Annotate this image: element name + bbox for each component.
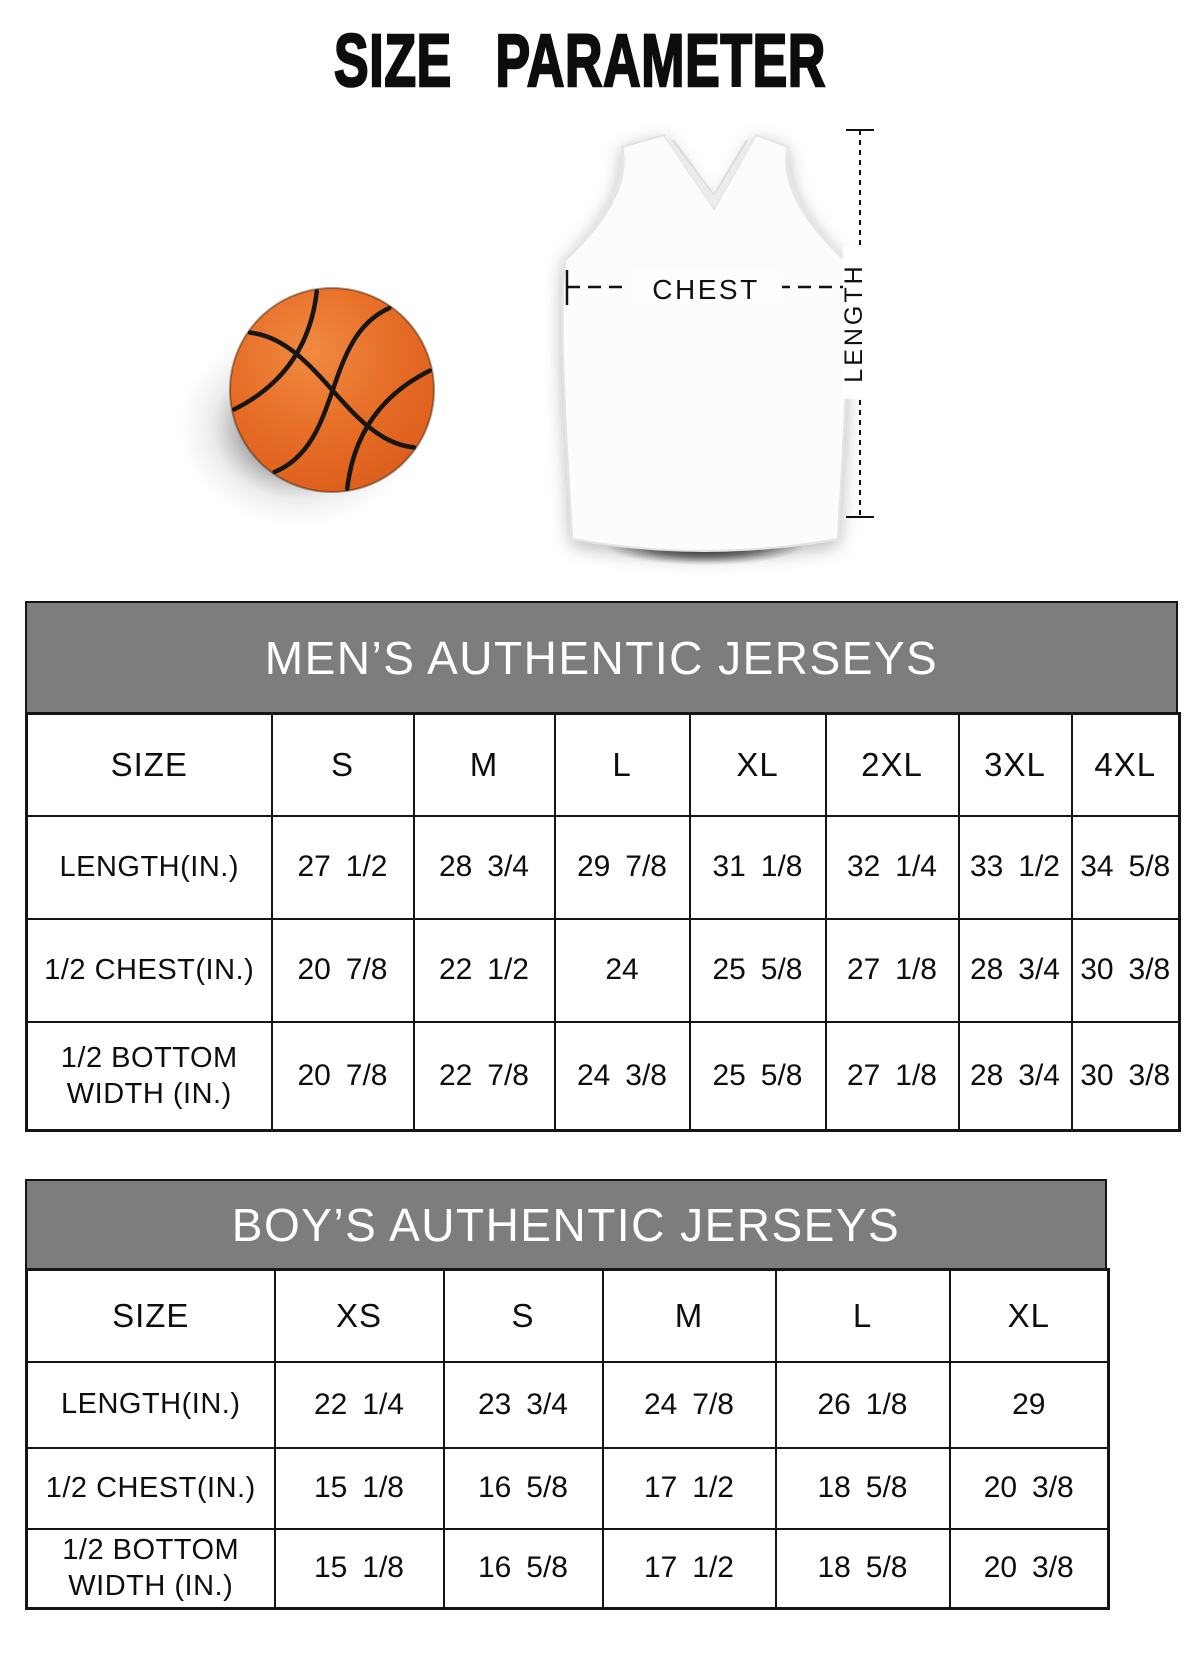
size-value: 18 5/8 xyxy=(774,1527,951,1610)
boys-size-table: SIZE XS S M L XL LENGTH(IN.) 22 1/4 23 3… xyxy=(25,1268,1110,1610)
table-row-length: LENGTH(IN.) 22 1/4 23 3/4 24 7/8 26 1/8 … xyxy=(25,1360,1110,1449)
size-diagram: CHEST LENGTH xyxy=(178,129,877,565)
size-value: 17 1/2 xyxy=(601,1527,777,1610)
size-value: 29 xyxy=(948,1360,1110,1449)
column-header-m: M xyxy=(601,1268,777,1363)
mens-table-section: MEN’S AUTHENTIC JERSEYS SIZE S M L XL 2X… xyxy=(25,601,1181,1132)
row-label: LENGTH(IN.) xyxy=(25,814,273,920)
column-header-s: S xyxy=(270,712,415,817)
length-dimension-line: LENGTH xyxy=(840,129,877,518)
size-value: 30 3/8 xyxy=(1070,1020,1181,1132)
column-header-size: SIZE xyxy=(25,1268,276,1363)
size-value: 24 3/8 xyxy=(553,1020,691,1132)
size-value: 31 1/8 xyxy=(688,814,827,920)
size-value: 27 1/2 xyxy=(270,814,415,920)
size-value: 28 3/4 xyxy=(412,814,556,920)
size-value: 15 1/8 xyxy=(273,1527,445,1610)
column-header-size: SIZE xyxy=(25,712,273,817)
column-header-2xl: 2XL xyxy=(824,712,960,817)
size-value: 34 5/8 xyxy=(1070,814,1181,920)
column-header-s: S xyxy=(442,1268,604,1363)
size-value: 27 1/8 xyxy=(824,917,960,1023)
basketball-icon xyxy=(178,287,435,527)
size-value: 22 7/8 xyxy=(412,1020,556,1132)
jersey-icon xyxy=(561,133,849,565)
row-label: 1/2 CHEST(IN.) xyxy=(25,1446,276,1530)
size-value: 30 3/8 xyxy=(1070,917,1181,1023)
size-value: 20 7/8 xyxy=(270,1020,415,1132)
column-header-l: L xyxy=(553,712,691,817)
size-value: 23 3/4 xyxy=(442,1360,604,1449)
size-value: 25 5/8 xyxy=(688,917,827,1023)
size-value: 22 1/4 xyxy=(273,1360,445,1449)
column-header-m: M xyxy=(412,712,556,817)
table-row-length: LENGTH(IN.) 27 1/2 28 3/4 29 7/8 31 1/8 … xyxy=(25,814,1181,920)
size-value: 32 1/4 xyxy=(824,814,960,920)
column-header-l: L xyxy=(774,1268,951,1363)
mens-header-row: SIZE S M L XL 2XL 3XL 4XL xyxy=(25,712,1181,817)
column-header-xl: XL xyxy=(948,1268,1110,1363)
length-label: LENGTH xyxy=(840,263,868,382)
size-value: 20 7/8 xyxy=(270,917,415,1023)
row-label: 1/2 CHEST(IN.) xyxy=(25,917,273,1023)
size-value: 17 1/2 xyxy=(601,1446,777,1530)
size-value: 24 xyxy=(553,917,691,1023)
mens-table-title: MEN’S AUTHENTIC JERSEYS xyxy=(25,601,1178,712)
size-value: 24 7/8 xyxy=(601,1360,777,1449)
table-row-bottom-width: 1/2 BOTTOM WIDTH (IN.) 15 1/8 16 5/8 17 … xyxy=(25,1527,1110,1610)
table-row-bottom-width: 1/2 BOTTOM WIDTH (IN.) 20 7/8 22 7/8 24 … xyxy=(25,1020,1181,1132)
row-label: 1/2 BOTTOM WIDTH (IN.) xyxy=(25,1020,273,1132)
column-header-xl: XL xyxy=(688,712,827,817)
size-value: 20 3/8 xyxy=(948,1527,1110,1610)
chest-dimension-line: CHEST xyxy=(565,269,847,305)
row-label: 1/2 BOTTOM WIDTH (IN.) xyxy=(25,1527,276,1610)
size-value: 28 3/4 xyxy=(957,1020,1073,1132)
size-value: 15 1/8 xyxy=(273,1446,445,1530)
boys-table-section: BOY’S AUTHENTIC JERSEYS SIZE XS S M L XL… xyxy=(25,1179,1110,1610)
size-value: 25 5/8 xyxy=(688,1020,827,1132)
size-value: 26 1/8 xyxy=(774,1360,951,1449)
table-row-chest: 1/2 CHEST(IN.) 15 1/8 16 5/8 17 1/2 18 5… xyxy=(25,1446,1110,1530)
column-header-xs: XS xyxy=(273,1268,445,1363)
size-value: 16 5/8 xyxy=(442,1527,604,1610)
column-header-4xl: 4XL xyxy=(1070,712,1181,817)
boys-header-row: SIZE XS S M L XL xyxy=(25,1268,1110,1363)
size-value: 27 1/8 xyxy=(824,1020,960,1132)
page-title: SIZE PARAMETER xyxy=(333,19,827,102)
row-label-text: 1/2 BOTTOM WIDTH (IN.) xyxy=(60,1041,238,1110)
size-value: 16 5/8 xyxy=(442,1446,604,1530)
mens-size-table: SIZE S M L XL 2XL 3XL 4XL LENGTH(IN.) 27… xyxy=(25,712,1181,1132)
size-value: 22 1/2 xyxy=(412,917,556,1023)
boys-table-title: BOY’S AUTHENTIC JERSEYS xyxy=(25,1179,1107,1268)
table-row-chest: 1/2 CHEST(IN.) 20 7/8 22 1/2 24 25 5/8 2… xyxy=(25,917,1181,1023)
chest-label: CHEST xyxy=(652,274,759,305)
size-value: 20 3/8 xyxy=(948,1446,1110,1530)
size-value: 18 5/8 xyxy=(774,1446,951,1530)
size-value: 29 7/8 xyxy=(553,814,691,920)
size-value: 28 3/4 xyxy=(957,917,1073,1023)
row-label: LENGTH(IN.) xyxy=(25,1360,276,1449)
column-header-3xl: 3XL xyxy=(957,712,1073,817)
size-value: 33 1/2 xyxy=(957,814,1073,920)
row-label-text: 1/2 BOTTOM WIDTH (IN.) xyxy=(62,1534,240,1603)
